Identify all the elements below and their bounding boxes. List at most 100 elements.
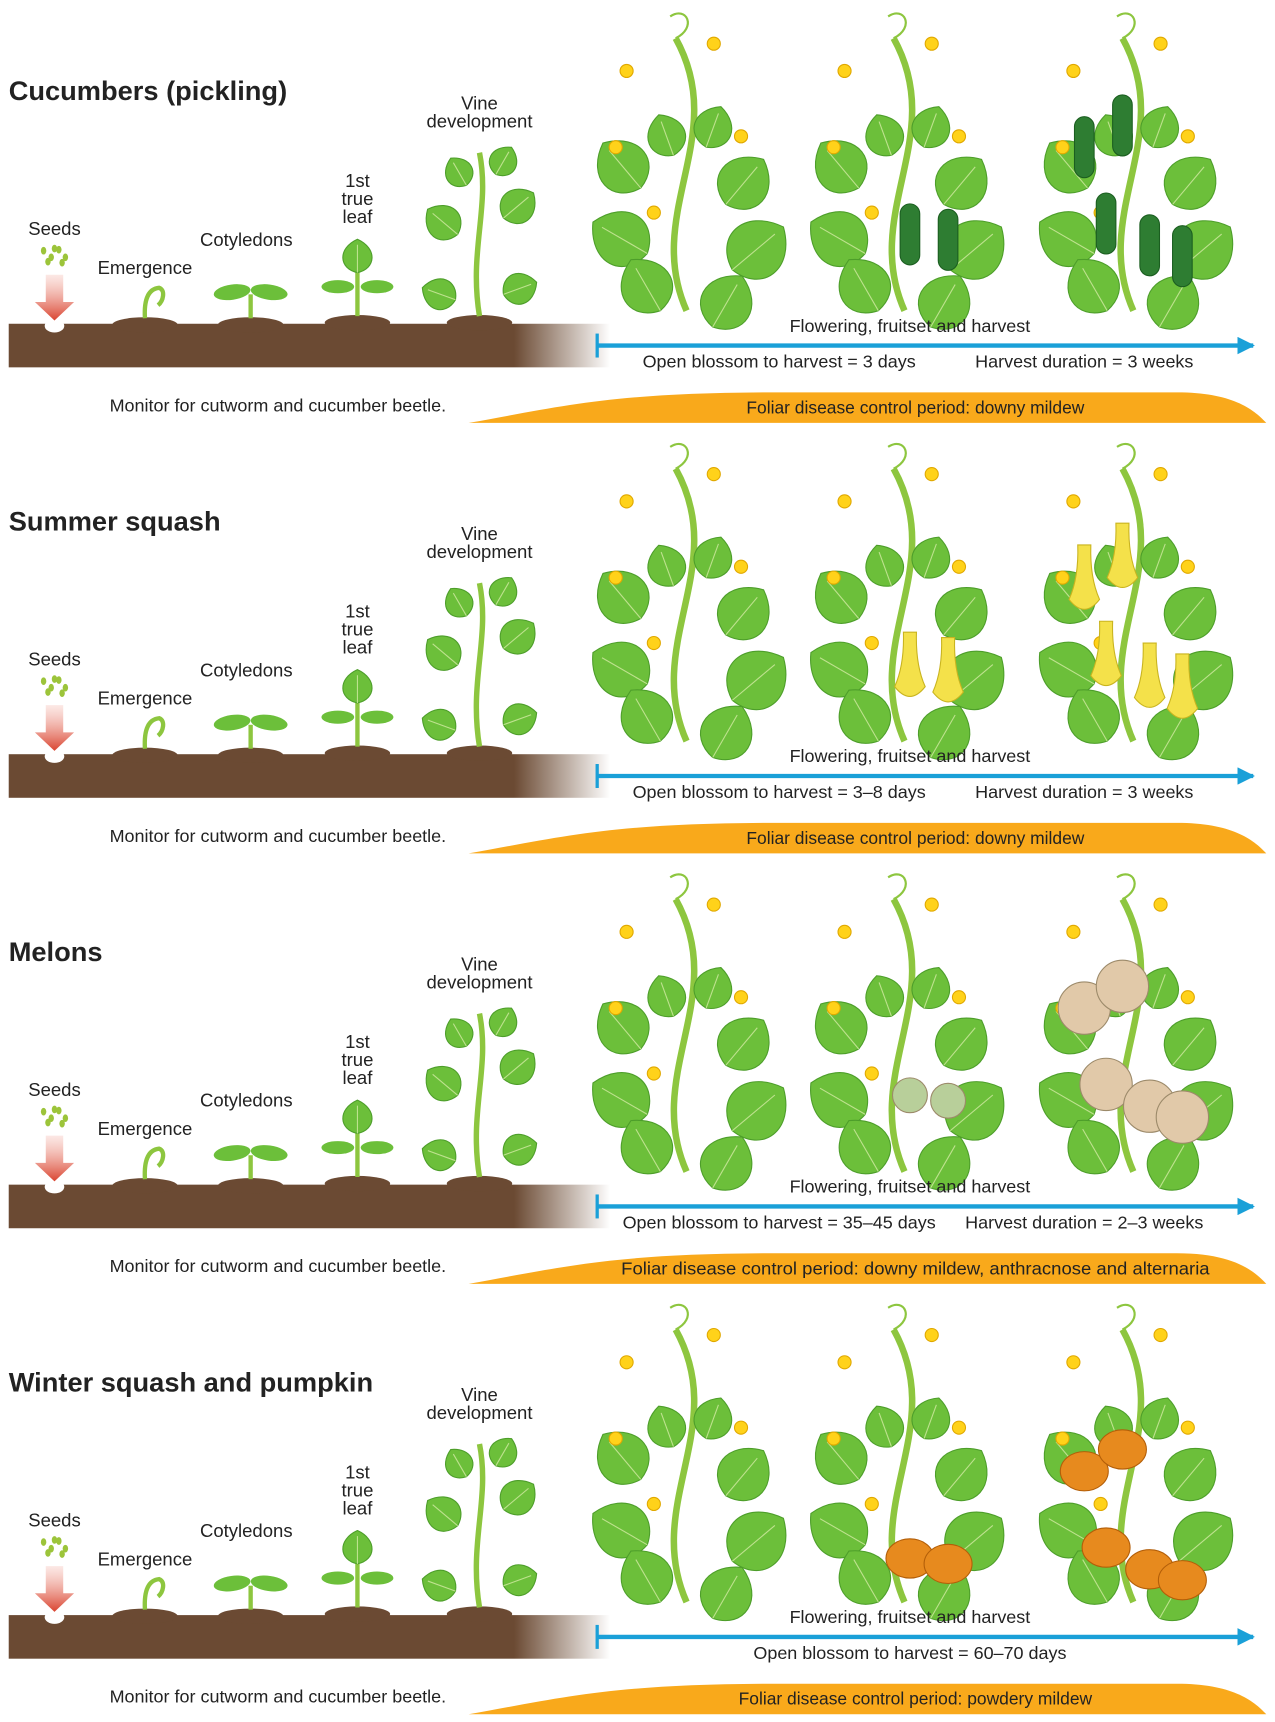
fruit	[930, 1082, 967, 1119]
disease-label: Foliar disease control period: downy mil…	[746, 397, 1084, 417]
leaf	[647, 975, 686, 1018]
flower	[864, 205, 879, 220]
soil-mound	[112, 747, 178, 763]
vine-stem	[473, 1443, 486, 1608]
vine-label-line: development	[426, 111, 533, 132]
seeds-label: Seeds	[28, 218, 81, 239]
seed-hole	[44, 1610, 65, 1624]
cotyledon	[321, 280, 355, 294]
flower	[608, 1431, 623, 1446]
flower	[1093, 1496, 1108, 1512]
vine-label: Vine development	[426, 93, 533, 132]
flower	[646, 635, 661, 651]
true-leaf-label-line: true	[341, 188, 373, 209]
fruit	[1079, 1057, 1133, 1112]
seed	[45, 257, 51, 266]
fruit	[1059, 1451, 1109, 1492]
vine-label-line: development	[426, 1402, 533, 1423]
leaf	[445, 588, 474, 618]
leaf	[865, 1405, 904, 1448]
leaf	[488, 1438, 518, 1468]
stem	[670, 467, 698, 743]
timing-label: Open blossom to harvest = 3 days	[643, 352, 916, 372]
leaf	[810, 1072, 869, 1128]
cotyledon	[250, 714, 288, 731]
flower	[924, 36, 939, 51]
leaf-blade	[620, 689, 674, 744]
leaf	[693, 967, 733, 1009]
fruit	[1073, 116, 1095, 179]
cotyledon	[321, 1571, 355, 1585]
soil-mound	[446, 315, 513, 331]
fruit	[937, 208, 959, 271]
leaf-vein	[705, 113, 719, 148]
leaf-vein	[923, 974, 937, 1009]
leaf-vein	[601, 1518, 648, 1546]
leaf-vein	[452, 1453, 467, 1477]
leaf-vein	[1055, 150, 1088, 189]
flower	[619, 494, 634, 509]
leaf-vein	[452, 162, 467, 186]
crop-panel: Melons Seeds Emergence Cotyledons 1st true lea…	[8, 873, 1267, 1284]
leaf-vein	[503, 627, 529, 649]
leaf-blade	[838, 689, 892, 744]
true-leaf-label-line: true	[341, 1049, 373, 1070]
flower	[608, 570, 623, 585]
flower	[1153, 897, 1168, 912]
seed	[51, 675, 58, 683]
true-leaf-label: 1st true leaf	[341, 600, 373, 657]
leaf-vein	[1082, 698, 1108, 742]
leaf-vein	[878, 1412, 892, 1447]
leaf-blade	[592, 1072, 651, 1128]
leaf-vein	[1048, 657, 1095, 685]
leaf-blade	[1067, 259, 1120, 314]
leaf	[693, 106, 733, 149]
vine-label-line: development	[426, 971, 533, 992]
flower	[646, 1496, 661, 1512]
emergence-sprout	[142, 1146, 166, 1180]
leaf-vein	[826, 150, 860, 189]
leaf-vein	[503, 1144, 532, 1156]
soil-mound	[217, 747, 284, 763]
fruit	[1133, 642, 1166, 708]
fruit	[891, 1077, 928, 1114]
leaf-blade	[810, 211, 869, 267]
seed	[59, 1119, 65, 1128]
flower	[619, 1355, 634, 1370]
leaf-vein	[427, 719, 456, 731]
leaf-blade	[1067, 1119, 1120, 1175]
fruit	[1097, 1429, 1147, 1470]
soil-mound	[217, 1608, 284, 1624]
true-leaf-label-line: true	[341, 1479, 373, 1500]
true-leaf-label-line: 1st	[345, 1031, 371, 1052]
leaf-blade	[838, 1119, 892, 1175]
leaf	[445, 1018, 474, 1048]
leaf	[911, 536, 951, 579]
leaf-vein	[601, 1087, 648, 1115]
leaf	[838, 689, 892, 744]
flower	[733, 559, 749, 574]
leaf-vein	[1082, 1559, 1108, 1603]
leaf-vein	[712, 1145, 738, 1189]
seed	[62, 1544, 69, 1553]
leaf	[865, 114, 904, 157]
leaf	[917, 275, 971, 330]
leaf-vein	[1178, 1525, 1223, 1562]
leaf	[838, 259, 892, 314]
leaf	[911, 1397, 951, 1440]
cotyledon	[360, 280, 394, 294]
leaf	[647, 1405, 686, 1448]
leaf	[1163, 156, 1217, 210]
cotyledon	[360, 1141, 394, 1155]
soil-mound	[324, 1175, 391, 1192]
leaf-vein	[731, 1525, 776, 1562]
flower	[646, 1066, 661, 1081]
fruit	[1068, 544, 1101, 610]
leaf-vein	[1172, 596, 1205, 636]
flower	[1153, 467, 1168, 482]
leaf-vein	[712, 284, 738, 328]
vine-label-line: Vine	[461, 523, 498, 544]
seed	[59, 258, 65, 267]
tendril	[887, 12, 907, 40]
leaf-vein	[432, 643, 459, 666]
